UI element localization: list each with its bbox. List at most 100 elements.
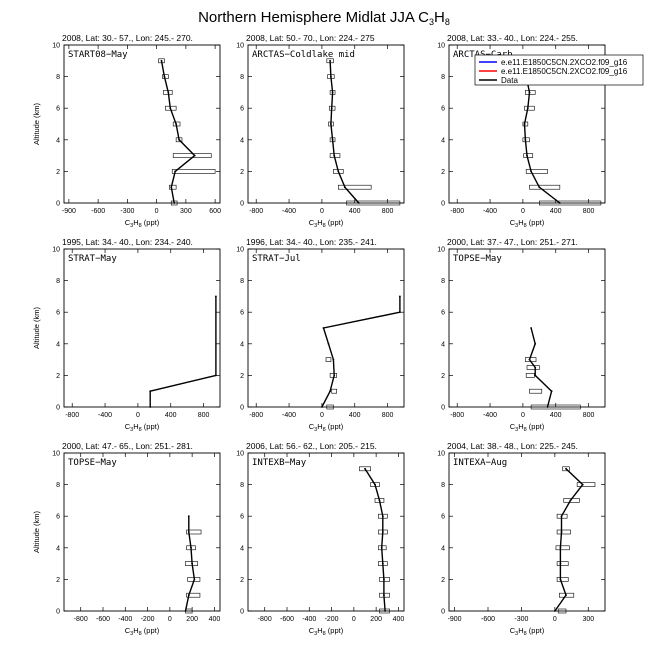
y-tick-label: 6: [56, 310, 60, 317]
data-point: [559, 578, 562, 581]
data-line: [528, 327, 553, 408]
y-tick-label: 10: [236, 451, 244, 458]
data-line: [364, 468, 386, 612]
y-tick-label: 0: [56, 201, 60, 208]
y-tick-label: 4: [240, 545, 244, 552]
range-box: [338, 184, 372, 190]
range-box: [530, 404, 581, 410]
y-tick-label: 0: [441, 201, 445, 208]
x-axis-label-part-1: 3: [130, 631, 133, 637]
data-point: [178, 138, 180, 141]
data-point: [191, 562, 194, 565]
range-box: [525, 90, 536, 95]
x-axis-label-part-2: H: [317, 218, 322, 227]
y-tick-label: 10: [52, 43, 60, 50]
data-point: [524, 138, 527, 141]
campaign-label: TOPSE−May: [68, 458, 117, 468]
data-point: [174, 170, 177, 173]
x-tick-label: 800: [583, 412, 595, 419]
data-point: [534, 342, 537, 345]
y-tick-label: 4: [240, 341, 244, 348]
plot-frame: [247, 44, 405, 204]
y-tick-label: 8: [441, 74, 445, 81]
y-tick-label: 6: [56, 106, 60, 113]
y-tick-label: 6: [441, 310, 445, 317]
data-point: [149, 406, 152, 408]
campaign-label: INTEXA−Aug: [453, 458, 507, 468]
panel-title: 2000, Lat: 47.- 65., Lon: 251.- 281.: [62, 441, 193, 451]
x-tick-label: -400: [282, 412, 296, 419]
data-point: [330, 123, 332, 125]
x-axis-label-part-3: 8: [524, 427, 527, 433]
x-tick-label: -800: [65, 412, 79, 419]
x-axis-label-part-2: H: [133, 218, 138, 227]
x-axis-label-part-0: C: [510, 218, 516, 227]
figure-title: Northern Hemisphere Midlat JJA C3H8: [198, 9, 450, 27]
x-axis-label-part-0: C: [125, 422, 131, 431]
x-axis-label-part-1: 3: [515, 427, 518, 433]
x-axis-label-part-4: (ppt): [142, 218, 160, 227]
range-box: [186, 529, 202, 535]
data-point: [343, 186, 346, 189]
figure-title-main: Northern Hemisphere Midlat JJA C: [198, 9, 429, 26]
panel-title: 2006, Lat: 56.- 62., Lon: 205.- 215.: [246, 441, 377, 451]
data-point: [327, 342, 330, 345]
x-axis-label-part-2: H: [317, 422, 322, 431]
data-point: [337, 170, 340, 173]
legend-label: Data: [501, 76, 518, 85]
x-tick-label: 800: [382, 412, 394, 419]
x-axis-label-part-0: C: [510, 626, 516, 635]
x-tick-label: 400: [165, 412, 177, 419]
x-axis-label-part-1: 3: [515, 631, 518, 637]
data-line: [554, 468, 584, 612]
data-point: [170, 186, 173, 189]
data-point: [193, 578, 196, 581]
data-point: [526, 107, 529, 110]
y-tick-label: 10: [437, 451, 445, 458]
data-point: [550, 390, 553, 393]
x-axis-label-part-3: 8: [524, 223, 527, 229]
x-tick-label: -200: [325, 616, 339, 623]
data-point: [581, 483, 584, 486]
x-tick-label: -400: [302, 616, 316, 623]
data-point: [187, 531, 190, 533]
x-tick-label: -600: [481, 616, 495, 623]
x-tick-label: -600: [96, 616, 110, 623]
panel-title: 2008, Lat: 33.- 40., Lon: 224.- 255.: [447, 33, 578, 43]
figure-title-mid: H: [434, 9, 445, 26]
y-tick-label: 8: [56, 74, 60, 81]
x-axis-label-part-3: 8: [524, 631, 527, 637]
panel-title: 1995, Lat: 34.- 40., Lon: 234.- 240.: [62, 237, 193, 247]
x-axis-label-part-3: 8: [139, 223, 142, 229]
y-tick-label: 4: [240, 137, 244, 144]
y-tick-label: 8: [240, 482, 244, 489]
y-tick-label: 6: [441, 106, 445, 113]
data-line: [160, 60, 196, 204]
x-tick-label: -200: [141, 616, 155, 623]
data-point: [383, 578, 385, 581]
y-tick-label: 2: [240, 577, 244, 584]
range-box: [529, 184, 561, 190]
x-tick-label: -400: [118, 616, 132, 623]
range-box: [576, 482, 596, 487]
data-point: [528, 91, 531, 94]
y-tick-label: 2: [441, 169, 445, 176]
x-axis-label: C3H8 (ppt): [309, 218, 344, 229]
x-tick-label: 400: [550, 412, 562, 419]
x-tick-label: 0: [320, 412, 324, 419]
x-tick-label: 800: [583, 208, 595, 215]
range-box: [555, 545, 570, 551]
plot-frame: [63, 248, 221, 408]
data-point: [322, 327, 325, 329]
y-tick-label: 2: [56, 169, 60, 176]
panel-title: 2004, Lat: 38.- 48., Lon: 225.- 245.: [447, 441, 578, 451]
data-point: [149, 390, 152, 393]
y-tick-label: 2: [441, 577, 445, 584]
x-tick-label: 400: [393, 616, 405, 623]
